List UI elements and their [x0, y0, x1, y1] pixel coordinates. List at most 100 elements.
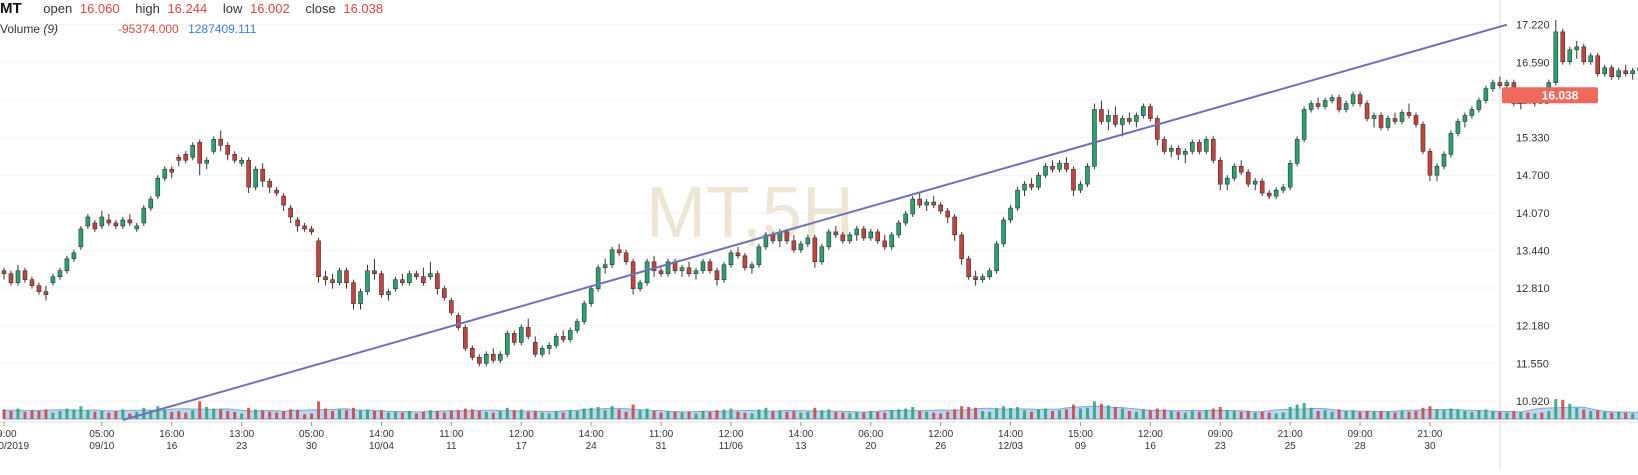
volume-bar: [1261, 412, 1264, 419]
volume-bar: [681, 413, 684, 419]
ohlc-legend: MT open 16.060 high 16.244 low 16.002 cl…: [0, 0, 395, 17]
candle-body: [1421, 124, 1425, 151]
candle-body: [1225, 178, 1229, 184]
volume-bar: [715, 410, 718, 419]
candle-body: [610, 250, 614, 265]
candle-body: [722, 265, 726, 280]
volume-bar: [674, 412, 677, 419]
candle-body: [1393, 118, 1397, 121]
candle-body: [100, 217, 104, 226]
volume-bar: [422, 412, 425, 419]
volume-bar: [1366, 411, 1369, 419]
volume-bar: [401, 413, 404, 419]
candle-body: [568, 330, 572, 339]
candle-body: [1631, 71, 1635, 74]
volume-bar: [590, 408, 593, 419]
candle-body: [1281, 187, 1285, 190]
volume-bar: [597, 407, 600, 419]
candle-body: [58, 271, 62, 277]
candle-body: [701, 262, 705, 271]
volume-bar: [1575, 408, 1578, 419]
candle-body: [1624, 71, 1628, 74]
candle-body: [1337, 98, 1341, 110]
date-tick-label: 30: [306, 441, 318, 452]
volume-bar: [1114, 407, 1117, 419]
volume-bar: [1568, 404, 1571, 419]
volume-bar: [387, 413, 390, 419]
volume-bar: [1170, 411, 1173, 419]
volume-bar: [527, 412, 530, 419]
candle-body: [23, 271, 27, 280]
candle-body: [1351, 95, 1355, 104]
volume-bar: [261, 410, 264, 419]
trendline[interactable]: [123, 25, 1507, 420]
volume-bar: [1044, 409, 1047, 419]
volume-bar: [611, 406, 614, 419]
candle-body: [1267, 193, 1271, 196]
time-tick-label: 13:00: [229, 429, 254, 440]
candle-body: [1596, 56, 1600, 74]
candle-body: [275, 190, 279, 193]
candle-body: [1113, 115, 1117, 124]
candle-body: [1386, 118, 1390, 127]
candle-body: [379, 274, 383, 295]
candle-body: [575, 321, 579, 330]
candle-body: [1316, 104, 1320, 107]
candle-body: [1435, 166, 1439, 175]
candle-body: [352, 283, 356, 304]
time-axis[interactable]: 09:0008/30/201905:0009/1016:001613:00230…: [0, 422, 1443, 452]
volume-bar: [163, 409, 166, 419]
time-tick-label: 12:00: [509, 429, 534, 440]
volume-bar: [436, 411, 439, 419]
volume-bar: [331, 411, 334, 419]
open-label: open: [43, 1, 72, 16]
candle-body: [617, 250, 621, 253]
volume-bar: [1449, 409, 1452, 419]
price-axis[interactable]: 17.22016.59015.96015.33014.70014.07013.4…: [1516, 20, 1550, 408]
volume-bar: [1051, 411, 1054, 419]
volume-bar: [478, 411, 481, 419]
volume-bar: [1275, 413, 1278, 419]
time-tick-label: 05:00: [299, 429, 324, 440]
volume-bar: [771, 411, 774, 419]
candle-body: [750, 265, 754, 268]
candle-body: [1288, 163, 1292, 187]
volume-bar: [953, 409, 956, 419]
volume-bar: [862, 413, 865, 419]
volume-bar: [806, 412, 809, 419]
candle-body: [65, 259, 69, 271]
price-tick-label: 15.330: [1516, 133, 1550, 145]
candle-body: [1106, 115, 1110, 121]
candle-body: [694, 271, 698, 274]
candle-body: [1617, 71, 1621, 77]
time-tick-label: 12:00: [928, 429, 953, 440]
candle-body: [393, 280, 397, 289]
candle-body: [540, 348, 544, 354]
candle-body: [198, 142, 202, 163]
candle-body: [282, 196, 286, 205]
date-tick-label: 12/03: [998, 441, 1023, 452]
volume-bar: [1177, 412, 1180, 419]
time-tick-label: 11:00: [439, 429, 464, 440]
volume-value-2: 1287409.111: [188, 22, 256, 36]
volume-bar: [1149, 410, 1152, 419]
volume-bar: [618, 409, 621, 419]
candle-body: [135, 226, 139, 229]
high-value: 16.244: [167, 1, 207, 16]
volume-bar: [1324, 410, 1327, 419]
volume-bar: [743, 413, 746, 419]
candle-body: [834, 232, 838, 235]
volume-bar: [1296, 405, 1299, 419]
candle-body: [219, 139, 223, 145]
candle-body: [331, 280, 335, 283]
candle-body: [869, 232, 873, 238]
time-tick-label: 11:00: [649, 429, 674, 440]
candle-body: [827, 232, 831, 247]
volume-param: (9): [43, 22, 58, 36]
volume-bar: [1219, 407, 1222, 419]
candle-body: [806, 238, 810, 244]
date-tick-label: 17: [516, 441, 528, 452]
volume-bar: [813, 408, 816, 419]
